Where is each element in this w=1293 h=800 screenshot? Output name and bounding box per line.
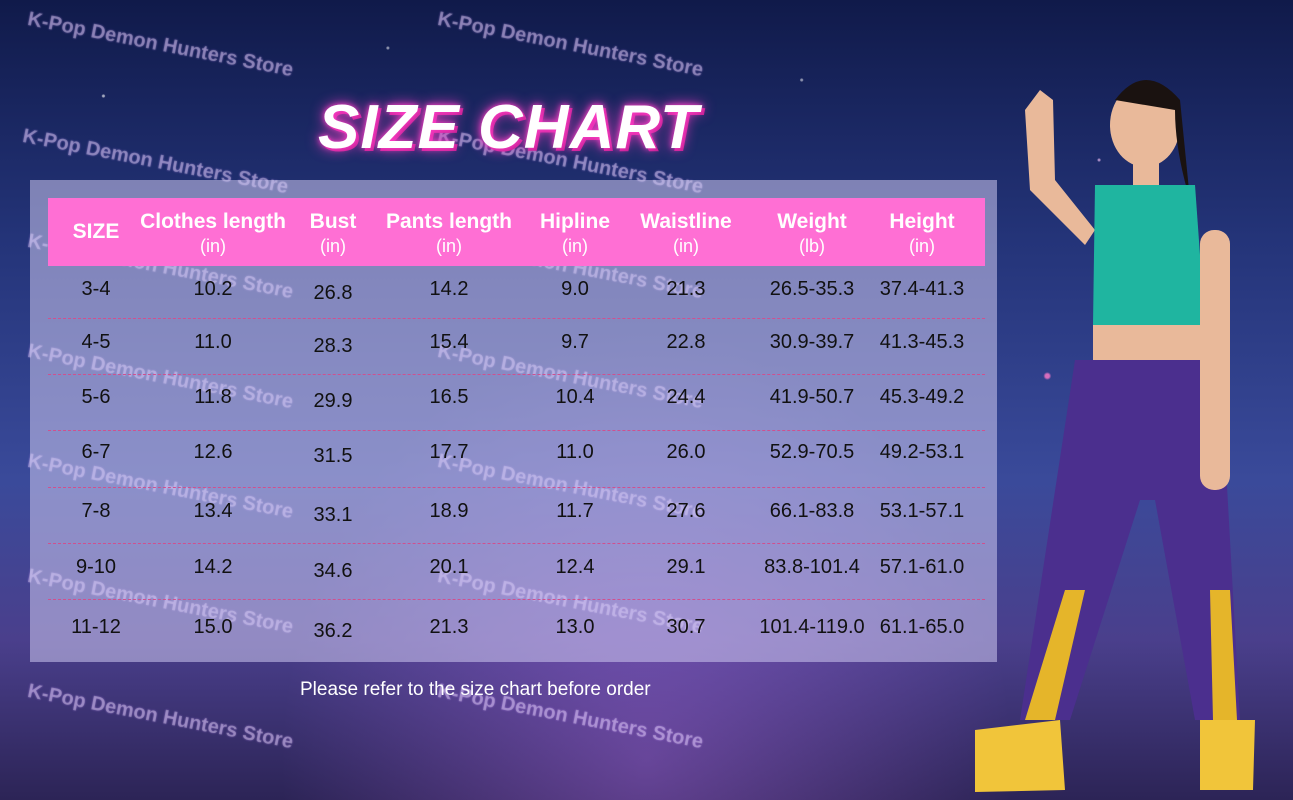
- table-cell: 30.9-39.7: [769, 331, 855, 353]
- column-header: Clothes length (in): [140, 210, 286, 258]
- table-cell: 14.2: [429, 278, 469, 300]
- column-header-label: Bust: [309, 210, 357, 233]
- model-hair: [1115, 80, 1190, 200]
- table-cell: 28.3: [313, 335, 353, 357]
- size-label-cell: 5-6: [81, 386, 111, 408]
- table-cell: 29.9: [313, 390, 353, 412]
- row-separator: [48, 487, 985, 488]
- table-cell: 52.9-70.5: [769, 441, 855, 463]
- column-header-unit: (lb): [798, 236, 825, 256]
- table-cell: 10.4: [555, 386, 595, 408]
- table-cell: 31.5: [313, 445, 353, 467]
- table-cell: 20.1: [429, 556, 469, 578]
- table-cell: 27.6: [666, 500, 706, 522]
- row-separator: [48, 374, 985, 375]
- model-top: [1093, 185, 1205, 325]
- table-cell: 57.1-61.0: [879, 556, 965, 578]
- table-cell: 22.8: [666, 331, 706, 353]
- column-header-label: Waistline: [640, 210, 732, 233]
- table-cell: 41.9-50.7: [769, 386, 855, 408]
- column-header-unit: (in): [200, 236, 226, 256]
- table-cell: 24.4: [666, 386, 706, 408]
- model-sneakers: [975, 720, 1255, 792]
- table-cell: 53.1-57.1: [879, 500, 965, 522]
- table-cell: 41.3-45.3: [879, 331, 965, 353]
- table-cell: 9.7: [561, 331, 589, 353]
- column-header-unit: (in): [435, 236, 462, 256]
- column-header-label: SIZE: [72, 220, 120, 243]
- table-cell: 11.7: [556, 500, 594, 522]
- table-cell: 11.0: [194, 331, 232, 353]
- footer-note: Please refer to the size chart before or…: [300, 679, 651, 700]
- table-cell: 16.5: [429, 386, 469, 408]
- column-header-label: Hipline: [539, 210, 611, 233]
- table-cell: 33.1: [313, 504, 353, 526]
- column-header: Bust (in): [310, 210, 357, 258]
- table-cell: 101.4-119.0: [759, 616, 865, 638]
- model-arm: [1025, 90, 1095, 245]
- column-header: Height (in): [889, 210, 954, 258]
- column-header: Waistline (in): [640, 210, 731, 258]
- column-header: Weight (lb): [777, 210, 847, 258]
- table-cell: 13.4: [193, 500, 233, 522]
- table-cell: 17.7: [429, 441, 469, 463]
- size-label-cell: 7-8: [81, 500, 111, 522]
- row-separator: [48, 430, 985, 431]
- table-cell: 15.4: [429, 331, 469, 353]
- column-header-unit: (in): [673, 236, 699, 256]
- column-header-label: Clothes length: [140, 210, 286, 233]
- table-cell: 21.3: [666, 278, 706, 300]
- table-header-row: [48, 198, 985, 266]
- size-label-cell: 4-5: [81, 331, 111, 353]
- table-cell: 11.8: [194, 386, 232, 408]
- column-header-unit: (in): [561, 236, 588, 256]
- table-cell: 14.2: [193, 556, 233, 578]
- model-photo: [975, 80, 1255, 792]
- table-cell: 83.8-101.4: [764, 556, 860, 578]
- column-header-label: Height: [889, 210, 955, 233]
- size-label-cell: 9-10: [75, 556, 117, 578]
- table-cell: 36.2: [313, 620, 353, 642]
- column-header-label: Weight: [777, 210, 847, 233]
- row-separator: [48, 318, 985, 319]
- table-cell: 12.6: [193, 441, 233, 463]
- row-separator: [48, 599, 985, 600]
- table-cell: 26.8: [313, 282, 353, 304]
- table-cell: 15.0: [193, 616, 233, 638]
- size-label-cell: 3-4: [81, 278, 111, 300]
- table-cell: 18.9: [429, 500, 469, 522]
- column-header: Pants length (in): [386, 210, 512, 258]
- size-label-cell: 11-12: [71, 616, 121, 638]
- table-cell: 66.1-83.8: [769, 500, 855, 522]
- column-header-unit: (in): [319, 236, 346, 256]
- table-cell: 61.1-65.0: [879, 616, 965, 638]
- table-cell: 37.4-41.3: [879, 278, 965, 300]
- table-cell: 12.4: [555, 556, 595, 578]
- table-cell: 49.2-53.1: [879, 441, 965, 463]
- table-cell: 21.3: [429, 616, 469, 638]
- table-cell: 34.6: [313, 560, 353, 582]
- table-cell: 13.0: [555, 616, 595, 638]
- table-cell: 30.7: [666, 616, 706, 638]
- table-cell: 9.0: [561, 278, 589, 300]
- table-cell: 29.1: [666, 556, 706, 578]
- table-cell: 26.5-35.3: [769, 278, 855, 300]
- column-header-label: Pants length: [385, 210, 513, 233]
- table-cell: 26.0: [666, 441, 706, 463]
- page-title: SIZE CHART: [318, 93, 699, 162]
- column-header: Hipline (in): [540, 210, 610, 258]
- row-separator: [48, 543, 985, 544]
- table-cell: 11.0: [556, 441, 594, 463]
- column-header-unit: (in): [908, 236, 935, 256]
- size-label-cell: 6-7: [81, 441, 111, 463]
- table-cell: 10.2: [193, 278, 233, 300]
- table-cell: 45.3-49.2: [879, 386, 965, 408]
- column-header: SIZE: [73, 220, 120, 244]
